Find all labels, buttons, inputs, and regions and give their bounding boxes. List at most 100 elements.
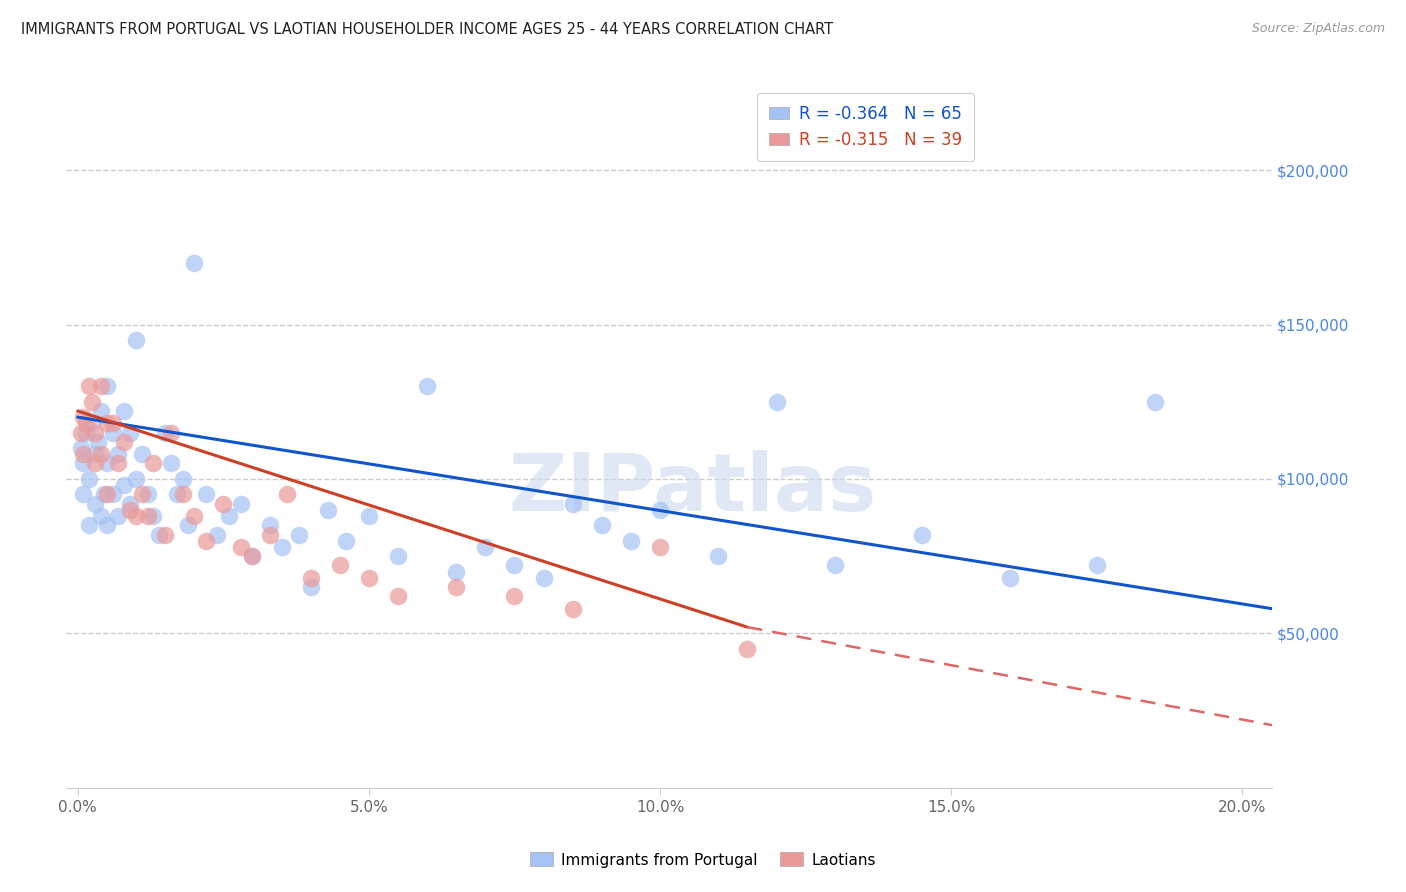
Point <box>561 497 583 511</box>
Point <box>288 527 311 541</box>
Point <box>911 527 934 541</box>
Point <box>79 518 101 533</box>
Point <box>107 457 129 471</box>
Point <box>87 434 110 449</box>
Point <box>503 558 526 573</box>
Point <box>259 518 281 533</box>
Point <box>474 540 496 554</box>
Point <box>387 549 409 563</box>
Text: Source: ZipAtlas.com: Source: ZipAtlas.com <box>1251 22 1385 36</box>
Point <box>96 487 118 501</box>
Point <box>765 394 787 409</box>
Point <box>148 527 170 541</box>
Point <box>357 571 380 585</box>
Point <box>107 447 129 461</box>
Point <box>444 565 467 579</box>
Point <box>79 379 101 393</box>
Point <box>212 497 235 511</box>
Point <box>299 571 322 585</box>
Point <box>183 256 205 270</box>
Point <box>335 533 357 548</box>
Point <box>620 533 643 548</box>
Text: ZIPatlas: ZIPatlas <box>509 450 877 528</box>
Point <box>125 472 148 486</box>
Point <box>90 404 112 418</box>
Point <box>101 417 124 431</box>
Point <box>120 425 142 440</box>
Point <box>112 434 135 449</box>
Point <box>648 503 671 517</box>
Point <box>183 508 205 523</box>
Point <box>84 425 107 440</box>
Point <box>72 487 94 501</box>
Point <box>561 601 583 615</box>
Point <box>101 487 124 501</box>
Point <box>120 503 142 517</box>
Point <box>998 571 1021 585</box>
Point <box>416 379 439 393</box>
Point <box>166 487 188 501</box>
Point <box>276 487 298 501</box>
Point <box>96 518 118 533</box>
Point <box>72 457 94 471</box>
Point <box>824 558 846 573</box>
Point <box>194 487 217 501</box>
Point <box>107 508 129 523</box>
Legend: Immigrants from Portugal, Laotians: Immigrants from Portugal, Laotians <box>524 847 882 873</box>
Point <box>84 457 107 471</box>
Point <box>172 472 194 486</box>
Point <box>90 508 112 523</box>
Point <box>229 540 252 554</box>
Point <box>112 478 135 492</box>
Point <box>72 410 94 425</box>
Point <box>79 472 101 486</box>
Point <box>93 487 115 501</box>
Point <box>69 425 91 440</box>
Point <box>242 549 264 563</box>
Point <box>96 457 118 471</box>
Point <box>194 533 217 548</box>
Legend: R = -0.364   N = 65, R = -0.315   N = 39: R = -0.364 N = 65, R = -0.315 N = 39 <box>758 93 974 161</box>
Point <box>125 333 148 347</box>
Point <box>591 518 613 533</box>
Point <box>69 441 91 455</box>
Point <box>299 580 322 594</box>
Point <box>357 508 380 523</box>
Point <box>316 503 339 517</box>
Point <box>142 457 165 471</box>
Point <box>75 425 97 440</box>
Point <box>648 540 671 554</box>
Point <box>444 580 467 594</box>
Point <box>177 518 200 533</box>
Point <box>131 487 153 501</box>
Point <box>125 508 148 523</box>
Point <box>90 447 112 461</box>
Point <box>136 508 159 523</box>
Point <box>84 497 107 511</box>
Point <box>218 508 240 523</box>
Point <box>96 379 118 393</box>
Point <box>112 404 135 418</box>
Point <box>96 417 118 431</box>
Point <box>503 589 526 603</box>
Point <box>207 527 229 541</box>
Point <box>1085 558 1108 573</box>
Point <box>242 549 264 563</box>
Point <box>136 487 159 501</box>
Point <box>329 558 352 573</box>
Point <box>153 425 176 440</box>
Point <box>131 447 153 461</box>
Point <box>737 641 759 656</box>
Point <box>82 417 104 431</box>
Point <box>101 425 124 440</box>
Point <box>259 527 281 541</box>
Point <box>1144 394 1167 409</box>
Point <box>160 457 183 471</box>
Text: IMMIGRANTS FROM PORTUGAL VS LAOTIAN HOUSEHOLDER INCOME AGES 25 - 44 YEARS CORREL: IMMIGRANTS FROM PORTUGAL VS LAOTIAN HOUS… <box>21 22 834 37</box>
Point <box>172 487 194 501</box>
Point <box>75 417 97 431</box>
Point <box>533 571 555 585</box>
Point <box>90 379 112 393</box>
Point <box>160 425 183 440</box>
Point <box>387 589 409 603</box>
